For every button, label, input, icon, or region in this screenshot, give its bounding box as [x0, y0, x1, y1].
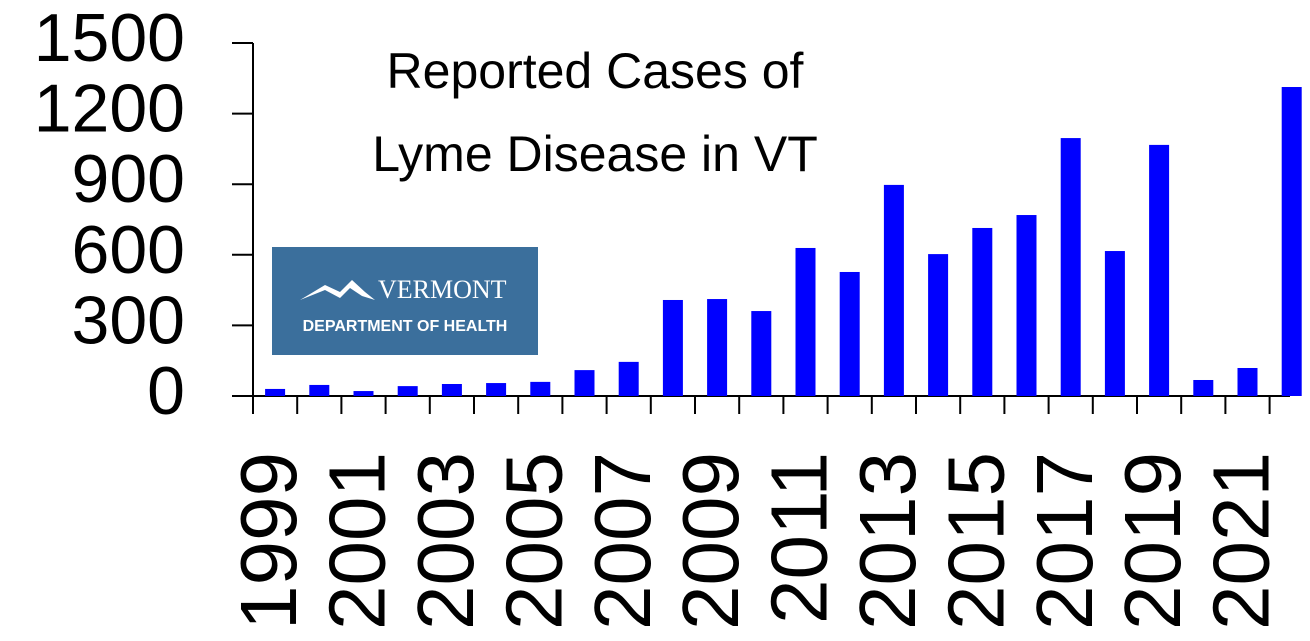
logo-box — [272, 247, 538, 355]
x-tick-label: 2001 — [313, 452, 402, 630]
bar — [397, 386, 418, 396]
x-tick-label: 2011 — [755, 452, 844, 624]
y-tick-label: 0 — [147, 353, 185, 429]
bar — [751, 311, 772, 396]
bar — [1193, 379, 1214, 396]
logo: VERMONT DEPARTMENT OF HEALTH — [272, 247, 538, 355]
x-tick-label: 2013 — [843, 452, 932, 630]
x-tick-label: 2015 — [931, 452, 1020, 630]
logo-mountain — [300, 280, 375, 300]
bar — [353, 391, 374, 396]
bar — [883, 184, 904, 396]
bar — [707, 299, 728, 396]
bar — [839, 271, 860, 396]
bar — [1060, 138, 1081, 397]
x-tick-label: 2007 — [578, 452, 667, 630]
y-tick-label: 1500 — [34, 0, 185, 76]
bar — [1237, 367, 1258, 396]
bar — [972, 227, 993, 396]
bar — [662, 299, 683, 396]
bar — [928, 254, 949, 396]
bar — [1016, 215, 1037, 396]
x-tick-label: 2003 — [401, 452, 490, 630]
x-tick-label: 2017 — [1020, 452, 1109, 630]
bar — [441, 383, 462, 396]
chart-title: Reported Cases of — [387, 43, 804, 99]
y-tick-label: 1200 — [34, 71, 185, 147]
y-tick-label: 900 — [72, 141, 185, 217]
y-tick-label: 600 — [72, 212, 185, 288]
bar — [1281, 87, 1302, 397]
bar — [795, 247, 816, 396]
x-tick-label: 2009 — [666, 452, 755, 630]
bar — [574, 370, 595, 396]
bar — [309, 384, 330, 396]
bar — [530, 381, 551, 396]
bar — [618, 361, 639, 396]
logo-subtitle: DEPARTMENT OF HEALTH — [303, 318, 508, 335]
bar — [486, 383, 507, 396]
x-tick-label: 1999 — [224, 452, 313, 630]
chart-title: Lyme Disease in VT — [372, 126, 818, 182]
bar — [1149, 144, 1170, 396]
x-tick-label: 2021 — [1197, 452, 1286, 630]
x-tick-label: 2005 — [489, 452, 578, 630]
bar — [265, 388, 286, 396]
logo-name: VERMONT — [378, 275, 507, 304]
x-tick-label: 2019 — [1108, 452, 1197, 630]
y-tick-label: 300 — [72, 282, 185, 358]
bar — [1104, 251, 1125, 396]
